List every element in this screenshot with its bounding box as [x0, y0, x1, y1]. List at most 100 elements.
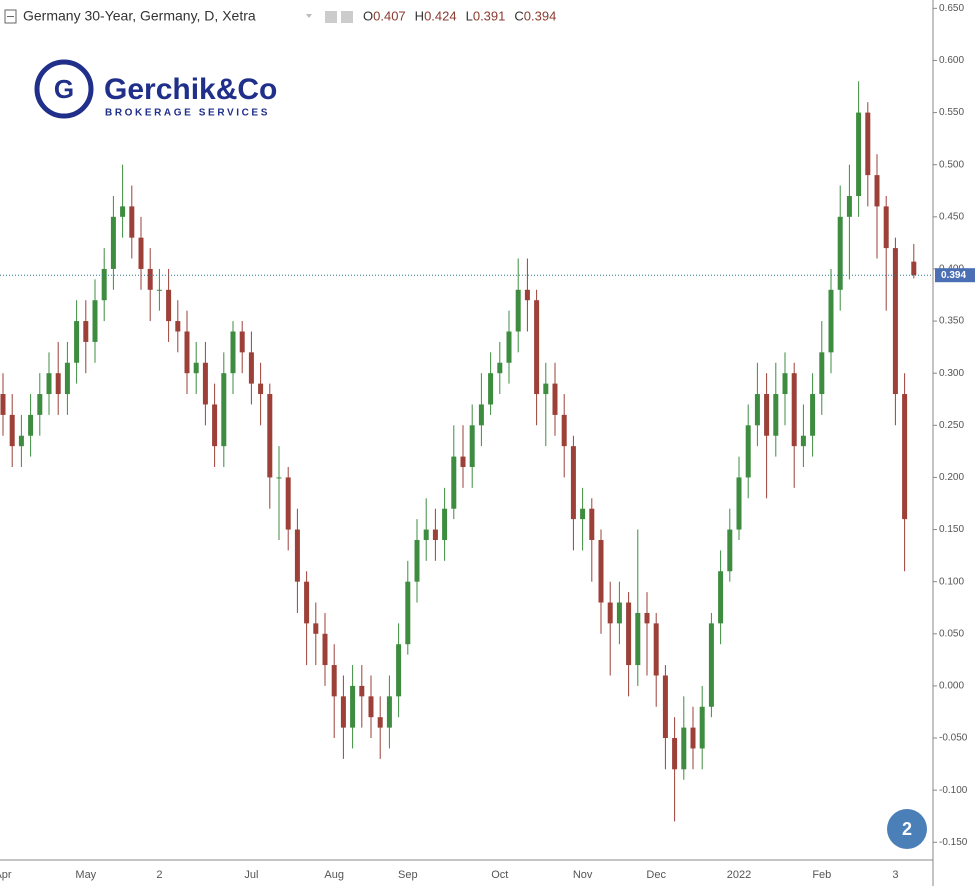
candle-body — [405, 581, 411, 645]
candle-body — [55, 373, 61, 395]
candle-body — [478, 404, 484, 426]
candle-body — [552, 383, 558, 415]
candle-body — [110, 216, 116, 269]
candle-body — [773, 394, 779, 436]
candle-body — [570, 446, 576, 520]
logo-ring — [34, 59, 94, 119]
last-price-label: 0.394 — [941, 270, 966, 281]
ohlc-value: 0.394 — [524, 8, 557, 23]
candle-body — [340, 696, 346, 728]
candle-body — [37, 394, 43, 415]
candle-body — [644, 612, 650, 624]
x-tick-label: Dec — [646, 869, 666, 881]
candle-body — [64, 362, 70, 395]
candle-body — [616, 602, 622, 624]
logo-text: Gerchik&Co — [104, 73, 277, 106]
settings-icon[interactable] — [341, 11, 353, 23]
candle-body — [184, 331, 190, 374]
candle-body — [267, 394, 273, 478]
ohlc-key: C — [514, 8, 523, 23]
candle-body — [598, 539, 604, 603]
candle-body — [736, 477, 742, 530]
ohlc-readout: O 0.407 H 0.424 L 0.391 C 0.394 — [363, 8, 556, 23]
candle-body — [28, 414, 34, 436]
candle-body — [662, 675, 668, 739]
candle-body — [856, 112, 862, 196]
candle-body — [322, 633, 328, 666]
candle-body — [672, 738, 678, 770]
collapse-icon[interactable] — [4, 9, 17, 24]
ohlc-key: L — [466, 8, 473, 23]
candle-body — [377, 717, 383, 728]
y-tick-label: 0.600 — [939, 55, 964, 66]
candle-body — [9, 414, 15, 447]
candle-body — [534, 300, 540, 395]
candle-body — [221, 373, 227, 447]
candle-body — [294, 529, 300, 582]
candle-body — [276, 477, 282, 479]
x-tick-label: 3 — [892, 869, 898, 881]
y-tick-label: 0.050 — [939, 628, 964, 639]
candle-body — [708, 623, 714, 707]
last-price-box — [935, 268, 975, 283]
candle-body — [810, 394, 816, 436]
candle-body — [451, 456, 457, 509]
eye-icon[interactable] — [325, 11, 337, 23]
candle-body — [46, 373, 52, 395]
candle-body — [414, 539, 420, 582]
candle-body — [497, 362, 503, 374]
candle-body — [754, 394, 760, 426]
candle-body — [166, 289, 172, 322]
candle-body — [828, 289, 834, 353]
candle-body — [313, 623, 319, 634]
candle-body — [488, 373, 494, 405]
candle-body — [865, 112, 871, 176]
candle-body — [626, 602, 632, 666]
candle-body — [699, 706, 705, 749]
y-tick-label: 0.550 — [939, 107, 964, 118]
x-tick-label: 2 — [156, 869, 162, 881]
y-tick-label: -0.050 — [939, 733, 968, 744]
candle-body — [607, 602, 613, 624]
candle-body — [83, 321, 89, 342]
candle-body — [175, 321, 181, 332]
candle-body — [791, 373, 797, 447]
candle-body — [129, 206, 135, 238]
candle-body — [147, 268, 153, 290]
candle-body — [635, 612, 641, 666]
ohlc-key: H — [415, 8, 424, 23]
y-tick-label: 0.350 — [939, 316, 964, 327]
candle-body — [580, 508, 586, 520]
y-tick-label: 0.250 — [939, 420, 964, 431]
candle-body — [727, 529, 733, 572]
logo-tagline: BROKERAGE SERVICES — [105, 108, 270, 119]
candle-body — [331, 665, 337, 697]
chart-title: Germany 30-Year, Germany, D, Xetra — [23, 8, 256, 24]
candle-body — [690, 727, 696, 749]
candle-body — [819, 352, 825, 395]
y-tick-label: -0.150 — [939, 837, 968, 848]
x-tick-label: Jul — [244, 869, 258, 881]
candle-body — [681, 727, 687, 770]
candle-body — [212, 404, 218, 447]
candle-body — [423, 529, 429, 540]
y-tick-label: 0.450 — [939, 211, 964, 222]
candle-body — [74, 321, 80, 363]
candle-body — [92, 300, 98, 342]
badge-text: 2 — [902, 819, 912, 839]
candle-body — [248, 352, 254, 384]
candle-body — [156, 289, 162, 291]
candle-body — [883, 206, 889, 249]
y-tick-label: 0.150 — [939, 524, 964, 535]
x-tick-label: Sep — [398, 869, 418, 881]
candle-body — [304, 581, 310, 624]
ohlc-value: 0.424 — [424, 8, 457, 23]
x-tick-label: Nov — [573, 869, 593, 881]
candle-body — [258, 383, 264, 395]
candle-body — [589, 508, 595, 540]
candle-body — [193, 362, 199, 374]
candle-body — [800, 435, 806, 447]
dropdown-arrow[interactable] — [306, 14, 312, 18]
candle-body — [460, 456, 466, 468]
